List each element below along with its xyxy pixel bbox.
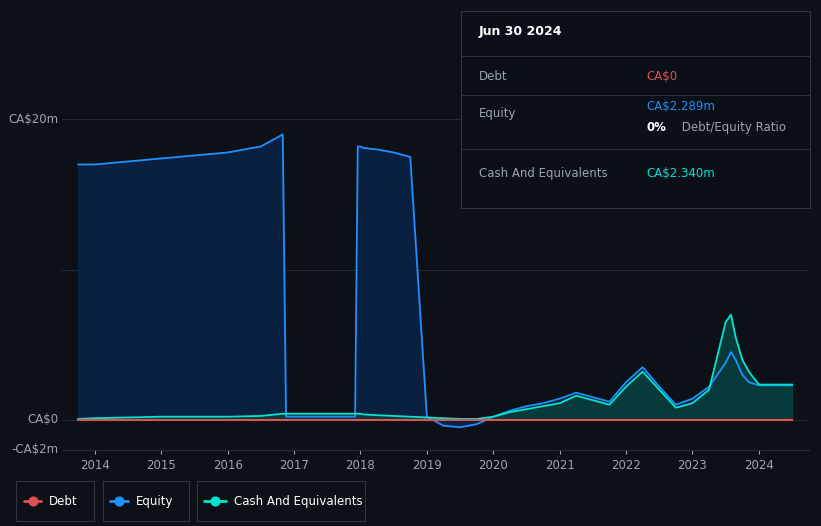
Text: CA$20m: CA$20m <box>8 113 58 126</box>
Text: Debt/Equity Ratio: Debt/Equity Ratio <box>678 122 786 134</box>
Text: Jun 30 2024: Jun 30 2024 <box>479 25 562 38</box>
Text: Debt: Debt <box>49 494 78 508</box>
Point <box>112 497 126 505</box>
Text: CA$0: CA$0 <box>27 413 58 426</box>
Text: Cash And Equivalents: Cash And Equivalents <box>234 494 363 508</box>
Point <box>26 497 39 505</box>
Text: CA$2.289m: CA$2.289m <box>646 100 715 113</box>
Text: -CA$2m: -CA$2m <box>11 443 58 456</box>
Text: Cash And Equivalents: Cash And Equivalents <box>479 167 608 180</box>
Text: 0%: 0% <box>646 122 666 134</box>
Text: Debt: Debt <box>479 70 507 83</box>
Text: CA$0: CA$0 <box>646 70 677 83</box>
Text: Equity: Equity <box>135 494 173 508</box>
Text: CA$2.340m: CA$2.340m <box>646 167 715 180</box>
Text: Equity: Equity <box>479 107 516 119</box>
Point <box>209 497 222 505</box>
